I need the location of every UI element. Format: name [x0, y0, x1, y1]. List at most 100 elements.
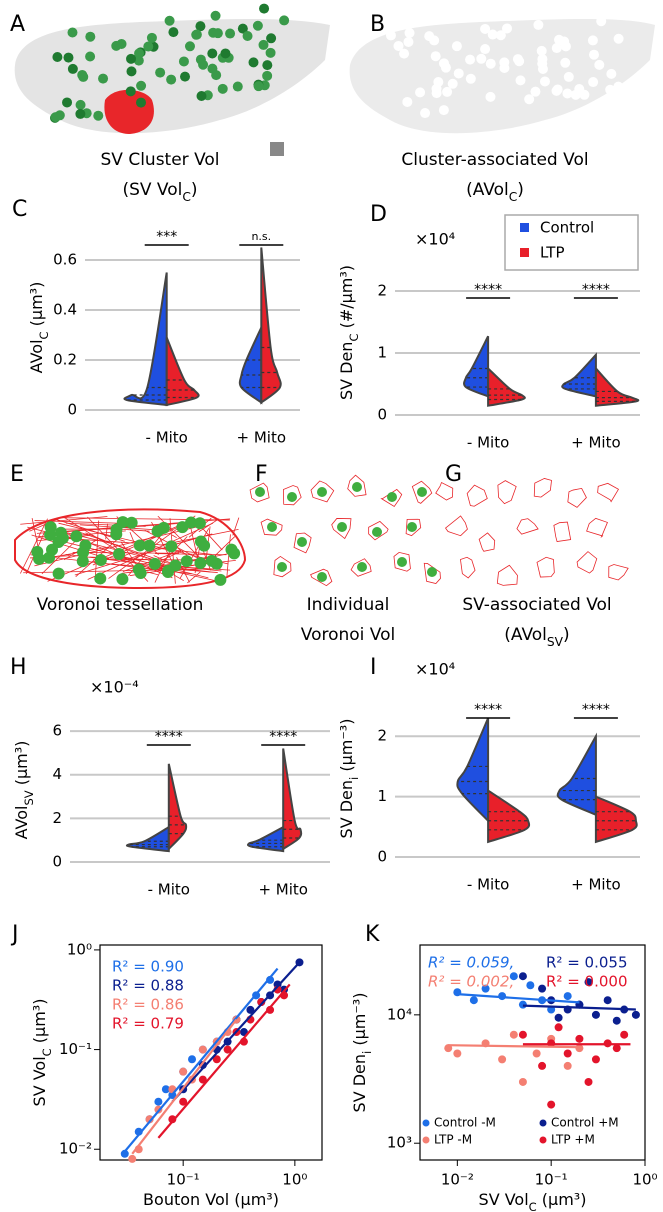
sv-dot-white [495, 30, 506, 41]
text-part: SV Cluster Vol [101, 150, 220, 170]
point [584, 978, 593, 987]
voronoi-edge [19, 518, 48, 574]
violin-half [463, 335, 490, 398]
point [563, 992, 572, 1001]
sv-dot [205, 554, 218, 567]
point [154, 1097, 163, 1106]
point [538, 1061, 547, 1070]
voronoi-cell [310, 480, 335, 503]
text-part: SV Vol [479, 1190, 529, 1209]
voronoi-edge [187, 571, 201, 584]
text-part: Bouton Vol (μm³) [143, 1190, 279, 1209]
panel-letter: C [12, 197, 27, 222]
violin-half [282, 748, 303, 851]
sv-dot [165, 540, 178, 553]
sv-dot [176, 521, 189, 534]
y-tick-label: 10⁻² [59, 1140, 92, 1158]
sv-dot [279, 15, 290, 26]
x-tick-label: - Mito [467, 434, 509, 452]
point [266, 1005, 275, 1014]
sv-dot-white [480, 44, 491, 55]
voronoi-cell [608, 564, 629, 581]
point [161, 1085, 170, 1094]
text-part: C [37, 331, 51, 339]
sv-dot-white [613, 2, 624, 13]
y-tick-label: 0 [52, 853, 62, 871]
voronoi-cell [553, 521, 572, 543]
caption: (AVolC) [466, 180, 524, 204]
sv-dot [217, 83, 228, 94]
sv-dot-white [433, 76, 444, 87]
point [603, 996, 612, 1005]
text-part: SV Den [350, 1054, 369, 1113]
panel-letter: K [365, 922, 380, 947]
panel-letter: F [255, 462, 268, 487]
plot-frame [419, 944, 646, 1161]
sv-dot-white [587, 35, 598, 46]
voronoi-cell [347, 474, 367, 497]
axis-multiplier: ×10⁴ [415, 230, 455, 249]
y-tick-label: 0 [377, 848, 387, 866]
fit-line [131, 1018, 238, 1155]
panel-letter: E [10, 462, 24, 487]
sv-dot-white [606, 68, 617, 79]
sv-dot [387, 492, 397, 502]
violin-half [125, 825, 170, 853]
sv-dot-white [438, 105, 449, 116]
text-part: C [347, 334, 361, 342]
point [168, 1115, 177, 1124]
voronoi-cell [444, 515, 468, 537]
y-tick-label: 2 [377, 727, 387, 745]
sv-dot [94, 572, 107, 585]
sv-dot [259, 3, 270, 14]
sv-dot-white [557, 6, 568, 17]
violin-half [594, 365, 640, 407]
sig-label: *** [156, 229, 177, 245]
fit-line [157, 983, 291, 1139]
point [212, 1055, 221, 1064]
sv-dot [407, 522, 417, 532]
point [563, 1061, 572, 1070]
sv-dot [134, 48, 145, 59]
sv-dot-white [524, 94, 535, 105]
sv-dot [125, 86, 136, 97]
point [547, 1100, 556, 1109]
sv-dot [262, 60, 273, 71]
sv-dot [184, 41, 195, 52]
legend-marker [422, 1119, 430, 1127]
x-tick-label: + Mito [571, 434, 621, 452]
point [120, 1149, 129, 1158]
sv-dot [193, 517, 206, 530]
x-tick-label: 10⁰ [282, 1171, 307, 1189]
sv-dot [198, 539, 211, 552]
y-tick-label: 2 [52, 809, 62, 827]
sv-dot [253, 81, 264, 92]
y-axis-label: SV VolC (μm³) [30, 999, 54, 1107]
point [198, 1045, 207, 1054]
text-part: C [182, 190, 191, 204]
point [179, 1097, 188, 1106]
sv-dot-white [605, 84, 616, 95]
point [620, 1030, 629, 1039]
sv-dot-white [559, 36, 570, 47]
sv-dot [220, 48, 231, 59]
sv-dot-white [579, 89, 590, 100]
violin-half [167, 763, 188, 852]
sv-dot [194, 557, 207, 570]
sv-dot [133, 539, 146, 552]
point [518, 972, 527, 981]
r2-annotation: R² = 0.86 [112, 996, 184, 1014]
sv-dot [116, 573, 129, 586]
sv-dot-white [451, 41, 462, 52]
sv-dot [62, 97, 73, 108]
sv-dot [267, 522, 277, 532]
legend-swatch [520, 223, 529, 232]
legend-label: Control +M [551, 1116, 619, 1130]
sv-dot-white [533, 19, 544, 30]
caption: SV Cluster Vol [101, 150, 220, 170]
violin-half [561, 352, 597, 398]
sv-dot-white [502, 23, 513, 34]
point [538, 984, 547, 993]
caption: Cluster-associated Vol [401, 150, 588, 170]
point [631, 1010, 640, 1019]
